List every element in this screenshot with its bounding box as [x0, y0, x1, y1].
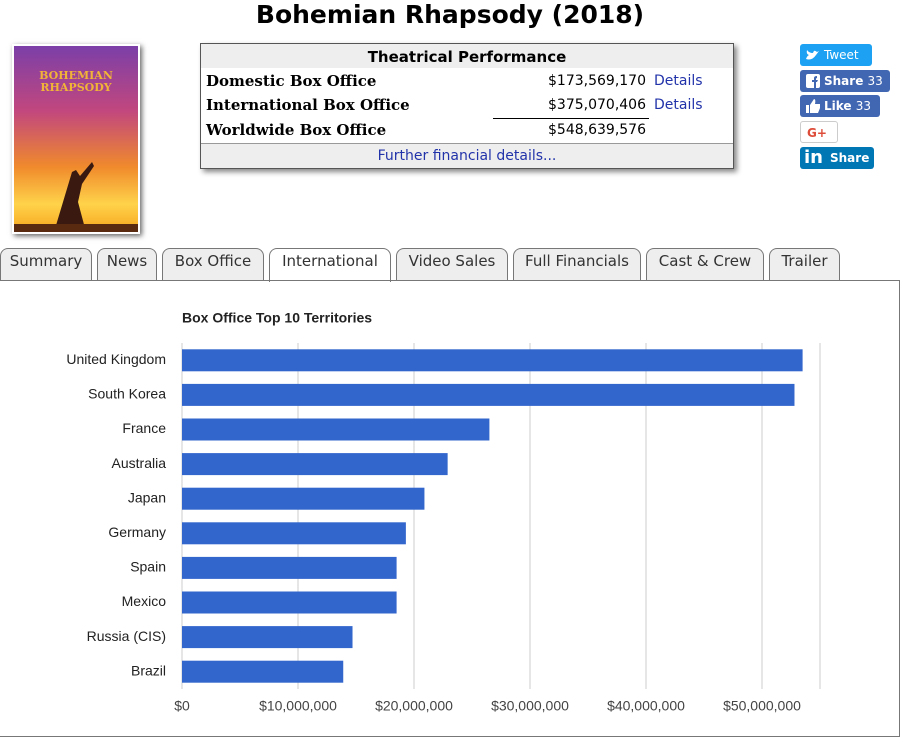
button-label: Like	[824, 99, 852, 113]
tab[interactable]: Summary	[0, 248, 92, 280]
table-row: Worldwide Box Office $548,639,576	[206, 118, 731, 142]
button-label: G+	[807, 126, 827, 140]
tab-panel: Box Office Top 10 Territories $0 $10,000,…	[0, 280, 900, 737]
poster-text: BOHEMIAN	[39, 69, 113, 82]
icon: in	[804, 147, 823, 168]
x-tick-label: $20,000,000	[375, 698, 453, 714]
tab-bar: Summary News Box Office International Video …	[0, 248, 900, 282]
tab[interactable]: Trailer	[769, 248, 840, 280]
bar	[182, 556, 397, 579]
y-tick-label: Spain	[130, 559, 166, 575]
y-tick-label: France	[122, 420, 166, 436]
y-tick-label: Japan	[128, 489, 166, 505]
bar	[182, 626, 353, 649]
y-tick-label: Australia	[112, 455, 167, 471]
row-amount: $548,639,576	[548, 122, 646, 138]
poster-text: RHAPSODY	[40, 81, 112, 94]
tab[interactable]: Box Office	[162, 248, 264, 280]
x-tick-label: $40,000,000	[607, 698, 685, 714]
page-title: Bohemian Rhapsody (2018)	[255, 0, 645, 29]
row-amount: $173,569,170	[548, 73, 646, 89]
row-label: Domestic Box Office	[206, 72, 377, 90]
row-amount: $375,070,406	[548, 97, 646, 113]
button-label: Share	[824, 74, 864, 88]
x-tick-label: $0	[174, 698, 190, 714]
bar	[182, 453, 448, 476]
bar	[182, 660, 344, 683]
table-row: Domestic Box Office $173,569,170 Details	[206, 69, 731, 93]
share-count: 33	[867, 74, 883, 88]
linkedin-button[interactable]: in Share	[800, 147, 874, 169]
tab[interactable]: Cast & Crew	[646, 248, 764, 280]
further-link[interactable]: Further financial details...	[201, 143, 733, 168]
details-link[interactable]: Details	[654, 97, 703, 113]
y-tick-label: Russia (CIS)	[87, 628, 166, 644]
bar	[182, 522, 406, 545]
tweet-button[interactable]: Tweet	[800, 44, 872, 66]
details-link[interactable]: Details	[654, 73, 703, 89]
chart-title: Box Office Top 10 Territories	[182, 310, 372, 326]
tab[interactable]: Full Financials	[513, 248, 641, 280]
bar	[182, 591, 397, 614]
x-tick-label: $10,000,000	[259, 698, 337, 714]
row-label: International Box Office	[206, 96, 410, 114]
bar	[182, 383, 795, 406]
bar	[182, 418, 490, 441]
y-tick-label: South Korea	[88, 386, 166, 402]
like-count: 33	[855, 99, 872, 113]
chart: Box Office Top 10 Territories $0 $10,000,…	[66, 310, 821, 714]
google-plus-button[interactable]: G+	[800, 121, 838, 143]
bar	[182, 349, 803, 372]
performance-table: Theatrical Performance Domestic Box Offi…	[200, 43, 734, 169]
sum-rule	[493, 118, 649, 119]
x-tick-label: $50,000,000	[723, 698, 801, 714]
facebook-like-button[interactable]: Like 33	[800, 95, 880, 117]
y-tick-label: United Kingdom	[66, 351, 166, 367]
y-tick-label: Brazil	[131, 662, 166, 678]
tab[interactable]: International	[269, 248, 391, 282]
y-tick-label: Mexico	[122, 593, 167, 609]
bar	[182, 487, 425, 510]
table-heading: Theatrical Performance	[201, 44, 733, 68]
icon	[806, 99, 820, 113]
icon	[806, 74, 820, 88]
tab[interactable]: Video Sales	[396, 248, 508, 280]
tab[interactable]: News	[97, 248, 157, 280]
table-row: International Box Office $375,070,406 Deta…	[206, 93, 731, 117]
row-label: Worldwide Box Office	[206, 121, 387, 139]
button-label: Tweet	[824, 48, 859, 62]
y-tick-label: Germany	[108, 524, 166, 540]
button-label: Share	[830, 151, 870, 165]
x-tick-label: $30,000,000	[491, 698, 569, 714]
icon	[806, 50, 819, 60]
poster[interactable]: BOHEMIAN RHAPSODY	[12, 44, 140, 234]
poster-art	[14, 162, 138, 232]
facebook-share-button[interactable]: Share 33	[800, 70, 890, 92]
